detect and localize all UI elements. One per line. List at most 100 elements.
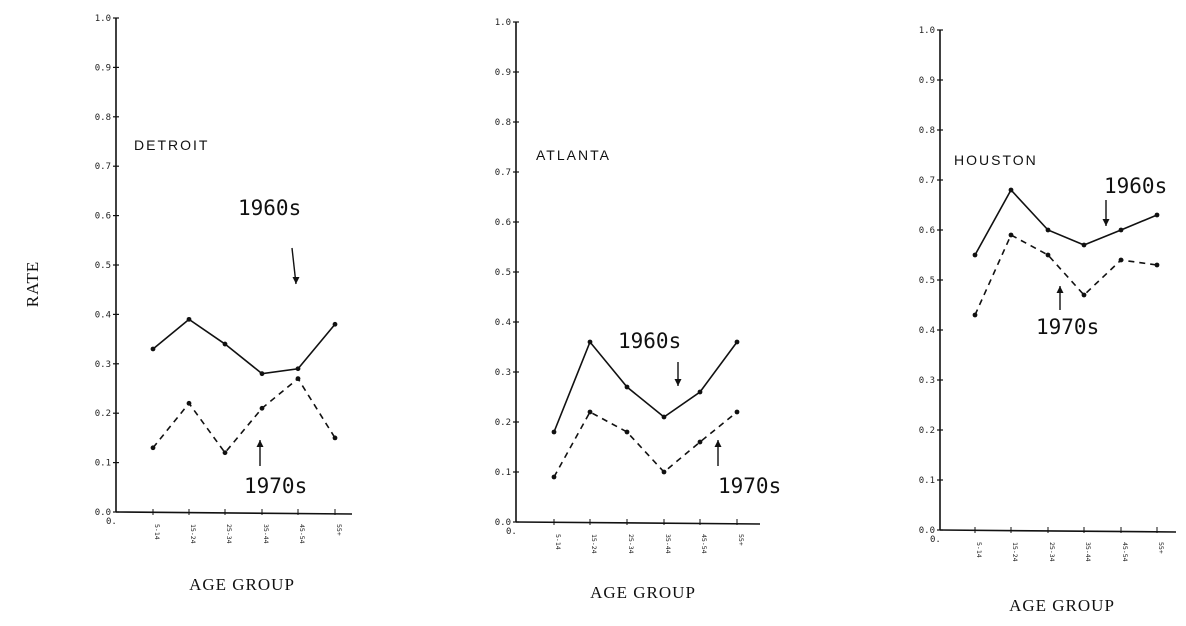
- x-category-label: 25-34: [1048, 542, 1056, 562]
- series-label-1960s: 1960s: [1104, 174, 1167, 198]
- x-category-label: 5-14: [554, 534, 562, 550]
- data-point-1960s: [150, 346, 156, 352]
- arrow-head-icon: [674, 379, 682, 386]
- x-axis-title: AGE GROUP: [189, 575, 295, 594]
- data-point-1970s: [1008, 232, 1014, 238]
- data-point-1970s: [1081, 292, 1087, 298]
- x-category-label: 35-44: [664, 534, 672, 554]
- x-category-label: 25-34: [225, 524, 233, 544]
- series-line-1970s: [553, 410, 738, 478]
- series-label-1970s: 1970s: [244, 474, 307, 498]
- x-origin-label: 0.: [930, 535, 941, 545]
- x-category-label: 15-24: [1011, 542, 1019, 562]
- data-point-1960s: [551, 429, 557, 435]
- series-line-1960s: [974, 188, 1158, 256]
- y-tick-label: 0.3: [95, 360, 111, 370]
- x-category-label: 25-34: [627, 534, 635, 554]
- data-point-1960s: [734, 339, 740, 345]
- y-tick-label: 0.7: [919, 176, 935, 186]
- x-category-label: 35-44: [1084, 542, 1092, 562]
- x-category-label: 35-44: [262, 524, 270, 544]
- y-tick-label: 0.8: [495, 118, 511, 128]
- data-point-1970s: [186, 400, 192, 406]
- chart-panels: 0.0 0.1 0.2 0.3 0.4 0.5 0.6 0.7 0.8 0.9 1.0 0. 5-14 1…: [95, 14, 1177, 615]
- x-category-label: 45-54: [700, 534, 708, 554]
- y-tick-label: 0.6: [919, 226, 935, 236]
- y-tick-label: 0.6: [495, 218, 511, 228]
- x-axis-line: [939, 529, 1177, 533]
- x-axis-line: [115, 511, 353, 515]
- series-line-1970s: [974, 233, 1158, 316]
- data-point-1960s: [972, 252, 978, 258]
- series-line-1970s: [152, 377, 336, 455]
- y-tick-label: 0.0: [919, 526, 935, 536]
- x-category-label: 55+: [335, 524, 343, 536]
- y-tick-label: 0.8: [919, 126, 935, 136]
- y-tick-label: 0.4: [95, 310, 111, 320]
- data-point-1960s: [295, 366, 301, 372]
- x-category-label: 45-54: [1121, 542, 1129, 562]
- data-point-1960s: [1154, 212, 1160, 218]
- y-tick-label: 0.9: [919, 76, 935, 86]
- data-point-1970s: [661, 469, 667, 475]
- data-point-1960s: [1081, 242, 1087, 248]
- y-tick-label: 0.5: [495, 268, 511, 278]
- series-label-1970s: 1970s: [1036, 315, 1099, 339]
- data-point-1970s: [734, 409, 740, 415]
- x-origin-label: 0.: [106, 517, 117, 527]
- data-point-1970s: [551, 474, 557, 480]
- data-point-1970s: [624, 429, 630, 435]
- series-label-1960s: 1960s: [238, 196, 301, 220]
- y-tick-label: 0.0: [495, 518, 511, 528]
- panel-label: ATLANTA: [536, 147, 611, 163]
- y-tick-label: 1.0: [919, 26, 935, 36]
- y-tick-label: 0.7: [95, 162, 111, 172]
- data-point-1970s: [150, 445, 156, 451]
- arrow-head-icon: [256, 440, 264, 447]
- data-point-1960s: [1045, 227, 1051, 233]
- y-tick-label: 0.4: [919, 326, 935, 336]
- data-point-1960s: [222, 341, 228, 347]
- y-tick-label: 0.9: [495, 68, 511, 78]
- panel-label: DETROIT: [134, 137, 209, 153]
- y-tick-label: 0.1: [495, 468, 511, 478]
- y-tick-label: 0.4: [495, 318, 511, 328]
- y-axis-title: RATE: [23, 261, 42, 308]
- arrow-head-icon: [1056, 286, 1064, 293]
- x-category-label: 55+: [737, 534, 745, 546]
- x-axis-line: [515, 521, 761, 525]
- data-point-1970s: [1118, 257, 1124, 263]
- y-tick-label: 0.2: [919, 426, 935, 436]
- chart-panel-detroit: 0.0 0.1 0.2 0.3 0.4 0.5 0.6 0.7 0.8 0.9 1.0 0. 5-14 1…: [95, 14, 353, 594]
- series-line-1960s: [152, 318, 336, 375]
- data-point-1970s: [587, 409, 593, 415]
- data-point-1970s: [972, 312, 978, 318]
- y-tick-label: 0.2: [495, 418, 511, 428]
- chart-panel-houston: 0.0 0.1 0.2 0.3 0.4 0.5 0.6 0.7 0.8 0.9 1.0 0. 5-14 1…: [919, 26, 1177, 615]
- series-label-1970s: 1970s: [718, 474, 781, 498]
- y-tick-label: 0.7: [495, 168, 511, 178]
- y-tick-label: 0.5: [919, 276, 935, 286]
- data-point-1970s: [295, 376, 301, 382]
- y-tick-label: 0.1: [919, 476, 935, 486]
- x-origin-label: 0.: [506, 527, 517, 537]
- data-point-1960s: [1008, 187, 1014, 193]
- arrow-head-icon: [292, 277, 300, 284]
- x-category-label: 15-24: [590, 534, 598, 554]
- x-category-label: 5-14: [153, 524, 161, 540]
- data-point-1970s: [259, 405, 265, 411]
- data-point-1960s: [1118, 227, 1124, 233]
- y-tick-label: 0.2: [95, 409, 111, 419]
- data-point-1970s: [1154, 262, 1160, 268]
- data-point-1970s: [1045, 252, 1051, 258]
- y-tick-label: 1.0: [95, 14, 111, 24]
- chart-panel-atlanta: 0.0 0.1 0.2 0.3 0.4 0.5 0.6 0.7 0.8 0.9 1.0 0. 5-14 1…: [495, 18, 781, 602]
- x-axis-title: AGE GROUP: [1009, 596, 1115, 615]
- arrow-head-icon: [1102, 219, 1110, 226]
- data-point-1970s: [697, 439, 703, 445]
- y-tick-label: 0.3: [495, 368, 511, 378]
- y-tick-label: 0.9: [95, 63, 111, 73]
- data-point-1960s: [661, 414, 667, 420]
- y-tick-label: 0.0: [95, 508, 111, 518]
